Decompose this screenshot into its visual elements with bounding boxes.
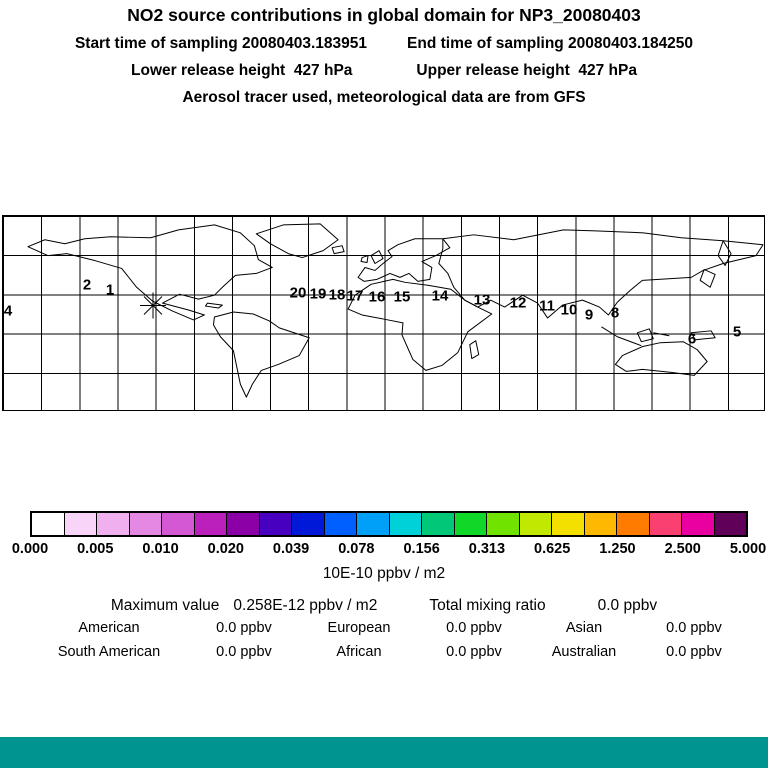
trajectory-hour-label: 1 (105, 281, 115, 299)
colorbar-cell (454, 513, 487, 535)
region-name: Asian (565, 620, 603, 636)
colorbar-tick-label: 0.156 (403, 541, 440, 557)
colorbar-cell (552, 513, 585, 535)
summary-stats-line: Maximum value 0.258E-12 ppbv / m2 Total … (0, 597, 768, 615)
trajectory-hour-label: 18 (328, 286, 346, 304)
colorbar-tick-label: 1.250 (599, 541, 636, 557)
colorbar-cell (259, 513, 292, 535)
colorbar-cell (649, 513, 682, 535)
colorbar-ticks: 0.000 0.005 0.010 0.020 0.039 0.078 0.156 0.313… (0, 541, 768, 559)
lower-release-label: Lower release height 427 hPa (131, 62, 353, 79)
colorbar-tick-label: 0.010 (142, 541, 179, 557)
colorbar-cell (64, 513, 97, 535)
upper-release-label: Upper release height 427 hPa (416, 62, 637, 79)
colorbar-tick-label: 0.020 (207, 541, 244, 557)
trajectory-hour-label: 8 (610, 304, 620, 322)
colorbar-cell (292, 513, 325, 535)
trajectory-hour-label: 10 (560, 301, 578, 319)
trajectory-hour-label: 12 (509, 294, 527, 312)
sampling-end-label: End time of sampling 20080403.184250 (407, 35, 694, 52)
total-mixing-ratio-label: Total mixing ratio (429, 597, 546, 614)
colorbar-cell (714, 513, 746, 535)
colorbar-unit-label: 10E-10 ppbv / m2 (322, 565, 446, 582)
colorbar (30, 511, 748, 537)
colorbar-cell (324, 513, 357, 535)
region-name: American (78, 620, 140, 636)
plot-title: NO2 source contributions in global domai… (127, 5, 641, 25)
source-location-marker (140, 292, 166, 324)
colorbar-cell (389, 513, 422, 535)
colorbar-cell (129, 513, 162, 535)
region-name: European (327, 620, 391, 636)
trajectory-hour-label: 17 (346, 287, 364, 305)
colorbar-tick-label: 0.005 (77, 541, 114, 557)
coastline-graphic (27, 223, 764, 398)
colorbar-cell (162, 513, 195, 535)
colorbar-cell (357, 513, 390, 535)
max-value: 0.258E-12 ppbv / m2 (233, 597, 378, 614)
region-name: South American (57, 644, 161, 660)
colorbar-cell (487, 513, 520, 535)
colorbar-tick-label: 0.078 (338, 541, 375, 557)
colorbar-tick-label: 2.500 (664, 541, 701, 557)
colorbar-tick-label: 0.625 (534, 541, 571, 557)
colorbar-cell (617, 513, 650, 535)
colorbar-tick-label: 0.039 (272, 541, 310, 557)
colorbar-cell (194, 513, 227, 535)
colorbar-cell (519, 513, 552, 535)
region-value: 0.0 ppbv (666, 644, 722, 660)
tracer-note: Aerosol tracer used, meteorological data… (0, 89, 768, 107)
colorbar-cell (97, 513, 130, 535)
sampling-time-line: Start time of sampling 20080403.183951 E… (0, 35, 768, 53)
region-value: 0.0 ppbv (216, 620, 272, 636)
colorbar-tick-label: 5.000 (729, 541, 767, 557)
colorbar-cell (32, 513, 65, 535)
region-name: Australian (551, 644, 617, 660)
trajectory-hour-label: 4 (3, 302, 13, 320)
world-map: 4 2 1 20 19 18 17 16 15 14 13 12 11 10 9 8 6 5 (2, 215, 765, 411)
colorbar-cell (682, 513, 715, 535)
trajectory-hour-label: 6 (687, 330, 697, 348)
trajectory-hour-label: 16 (368, 288, 386, 306)
region-value: 0.0 ppbv (446, 620, 502, 636)
trajectory-hour-label: 13 (473, 291, 491, 309)
trajectory-hour-label: 9 (584, 306, 594, 324)
region-value: 0.0 ppbv (446, 644, 502, 660)
trajectory-hour-label: 5 (732, 323, 742, 341)
sampling-start-label: Start time of sampling 20080403.183951 (74, 35, 368, 52)
trajectory-hour-label: 15 (393, 288, 411, 306)
total-mixing-ratio-value: 0.0 ppbv (597, 597, 658, 614)
colorbar-cell (422, 513, 455, 535)
trajectory-hour-label: 11 (539, 297, 555, 315)
tracer-note-text: Aerosol tracer used, meteorological data… (182, 89, 586, 106)
trajectory-hour-label: 14 (431, 287, 449, 305)
region-grid: American 0.0 ppbv European 0.0 ppbv Asian 0.0… (24, 620, 744, 660)
colorbar-tick-label: 0.000 (11, 541, 49, 557)
colorbar-cell (584, 513, 617, 535)
colorbar-cell (227, 513, 260, 535)
max-value-label: Maximum value (110, 597, 220, 614)
release-height-line: Lower release height 427 hPa Upper relea… (0, 62, 768, 80)
region-value: 0.0 ppbv (666, 620, 722, 636)
region-value: 0.0 ppbv (216, 644, 272, 660)
trajectory-hour-label: 20 (289, 284, 307, 302)
colorbar-tick-label: 0.313 (468, 541, 506, 557)
region-name: African (336, 644, 382, 660)
trajectory-hour-label: 2 (82, 276, 92, 294)
footer-bar (0, 737, 768, 768)
trajectory-hour-label: 19 (309, 285, 327, 303)
